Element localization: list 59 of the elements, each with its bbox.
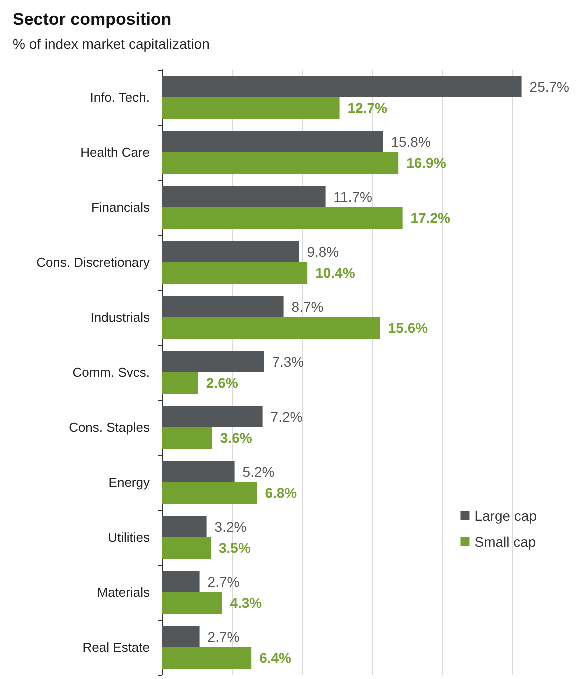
data-label: 7.3% — [272, 354, 304, 370]
y-tick-label: Financials — [91, 200, 150, 215]
y-tick-label: Cons. Staples — [69, 420, 150, 435]
data-label: 2.7% — [208, 574, 240, 590]
bar — [162, 571, 200, 592]
legend-label: Large cap — [474, 508, 538, 524]
y-tick-label: Industrials — [90, 310, 150, 325]
data-label: 7.2% — [270, 408, 303, 425]
y-tick-label: Materials — [97, 585, 150, 600]
y-tick-label: Real Estate — [82, 640, 150, 655]
bar — [162, 592, 222, 614]
data-label: 11.7% — [334, 188, 372, 205]
legend-label: Small cap — [474, 534, 536, 550]
bar — [162, 318, 380, 339]
data-label: 6.8% — [265, 485, 298, 502]
bar — [162, 538, 211, 559]
bar — [162, 76, 522, 98]
bar — [162, 626, 200, 648]
y-tick-label: Health Care — [80, 145, 150, 160]
data-label: 15.8% — [391, 134, 431, 150]
data-label: 3.2% — [214, 518, 247, 535]
data-label: 16.9% — [406, 155, 447, 172]
bar — [162, 296, 284, 318]
data-label: 6.4% — [260, 650, 292, 666]
data-label: 15.6% — [388, 320, 429, 336]
bar — [162, 351, 264, 372]
bar — [162, 241, 300, 262]
bar — [162, 98, 340, 119]
bar — [162, 152, 399, 174]
chart-subtitle: % of index market capitalization — [13, 36, 210, 52]
chart-title: Sector composition — [13, 10, 172, 29]
data-label: 2.6% — [206, 375, 239, 392]
bar — [162, 262, 308, 284]
bar — [162, 482, 258, 504]
data-label: 8.7% — [292, 298, 324, 315]
y-tick-label: Energy — [108, 475, 150, 490]
data-label: 5.2% — [242, 464, 275, 480]
data-label: 3.5% — [219, 540, 252, 556]
bar — [162, 428, 212, 449]
y-tick-label: Cons. Discretionary — [36, 255, 150, 270]
bar — [162, 186, 326, 208]
data-label: 2.7% — [208, 628, 240, 645]
bar — [162, 516, 207, 538]
data-label: 17.2% — [410, 210, 452, 226]
data-label: 4.3% — [230, 595, 263, 612]
bar — [162, 372, 198, 394]
bar — [162, 648, 252, 669]
data-label: 10.4% — [316, 265, 356, 282]
bar — [162, 131, 384, 152]
bar — [162, 461, 235, 482]
data-label: 3.6% — [220, 430, 253, 446]
y-tick-label: Utilities — [108, 530, 150, 545]
y-tick-label: Comm. Svcs. — [72, 365, 150, 380]
y-tick-label: Info. Tech. — [90, 90, 150, 105]
data-label: 9.8% — [307, 244, 340, 260]
bar — [162, 208, 403, 229]
data-label: 12.7% — [348, 100, 388, 116]
bar — [162, 406, 263, 428]
data-label: 25.7% — [530, 78, 570, 95]
